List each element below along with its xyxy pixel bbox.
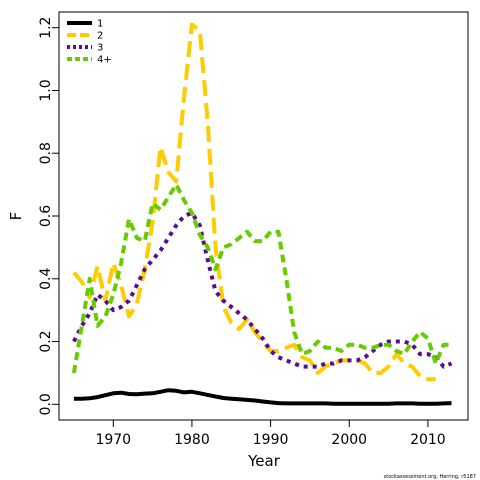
- x-axis-title: Year: [247, 452, 281, 470]
- y-tick-label: 0.0: [38, 393, 54, 415]
- y-tick-label: 1.2: [38, 17, 54, 39]
- x-tick-label: 2000: [331, 432, 367, 448]
- y-tick-label: 0.8: [38, 142, 54, 164]
- legend-label-1: 1: [97, 19, 103, 30]
- y-tick-label: 0.6: [38, 205, 54, 227]
- y-tick-label: 1.0: [38, 79, 54, 101]
- credit-text: stockassessment.org, Herring, r5187: [384, 474, 476, 480]
- series-line-4+: [71, 182, 452, 374]
- series-line-1: [73, 388, 452, 406]
- series-line-3: [72, 210, 453, 369]
- series-line-2: [72, 22, 436, 382]
- x-tick-label: 2010: [410, 432, 446, 448]
- x-axis: 1970 1980 1990 2000 2010: [95, 419, 446, 448]
- series-layer: [71, 22, 453, 406]
- y-axis-title: F: [7, 212, 25, 221]
- legend-label-4+: 4+: [97, 55, 112, 66]
- x-tick-label: 1980: [174, 432, 210, 448]
- y-tick-label: 0.2: [38, 330, 54, 352]
- y-tick-label: 0.4: [38, 268, 54, 290]
- legend-label-3: 3: [97, 43, 103, 54]
- x-tick-label: 1990: [253, 432, 289, 448]
- plot-frame: [58, 11, 469, 421]
- x-tick-label: 1970: [95, 432, 131, 448]
- y-axis: 0.0 0.2 0.4 0.6 0.8 1.0 1.2: [38, 17, 60, 415]
- legend-label-2: 2: [97, 31, 103, 42]
